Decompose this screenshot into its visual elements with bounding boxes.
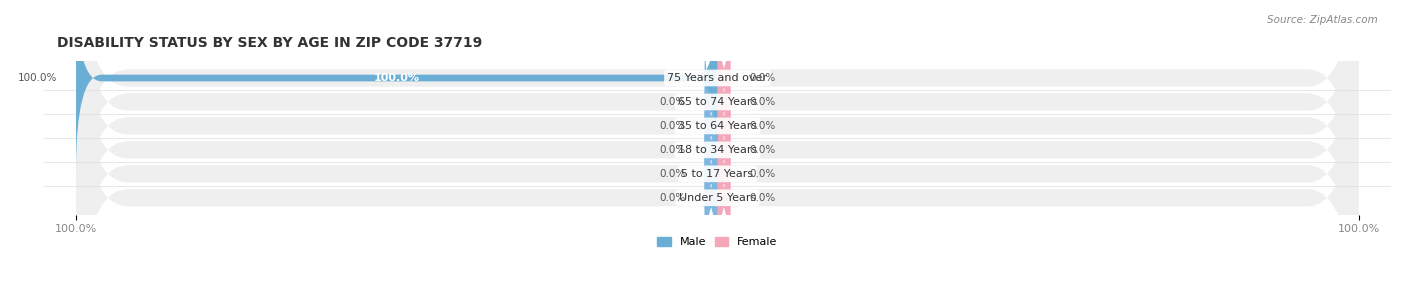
Legend: Male, Female: Male, Female <box>652 233 782 252</box>
Text: 100.0%: 100.0% <box>17 73 56 83</box>
Text: 65 to 74 Years: 65 to 74 Years <box>678 97 756 107</box>
FancyBboxPatch shape <box>711 105 737 242</box>
FancyBboxPatch shape <box>76 0 1360 305</box>
Text: 5 to 17 Years: 5 to 17 Years <box>682 169 754 179</box>
FancyBboxPatch shape <box>76 0 717 170</box>
FancyBboxPatch shape <box>76 0 1360 305</box>
Text: 0.0%: 0.0% <box>659 193 686 203</box>
FancyBboxPatch shape <box>699 81 724 218</box>
FancyBboxPatch shape <box>76 0 1360 261</box>
FancyBboxPatch shape <box>711 57 737 194</box>
Text: 0.0%: 0.0% <box>749 169 776 179</box>
Text: 0.0%: 0.0% <box>659 97 686 107</box>
Text: Source: ZipAtlas.com: Source: ZipAtlas.com <box>1267 15 1378 25</box>
FancyBboxPatch shape <box>711 9 737 146</box>
Text: 0.0%: 0.0% <box>749 73 776 83</box>
Text: 0.0%: 0.0% <box>659 169 686 179</box>
Text: 75 Years and over: 75 Years and over <box>668 73 768 83</box>
FancyBboxPatch shape <box>699 34 724 170</box>
FancyBboxPatch shape <box>699 129 724 266</box>
Text: 35 to 64 Years: 35 to 64 Years <box>678 121 756 131</box>
FancyBboxPatch shape <box>699 105 724 242</box>
Text: 0.0%: 0.0% <box>749 145 776 155</box>
Text: 0.0%: 0.0% <box>749 193 776 203</box>
Text: 100.0%: 100.0% <box>374 73 420 83</box>
FancyBboxPatch shape <box>76 15 1360 305</box>
FancyBboxPatch shape <box>711 34 737 170</box>
Text: 0.0%: 0.0% <box>749 121 776 131</box>
Text: 0.0%: 0.0% <box>659 145 686 155</box>
FancyBboxPatch shape <box>711 129 737 266</box>
Text: 0.0%: 0.0% <box>659 121 686 131</box>
FancyBboxPatch shape <box>76 0 1360 285</box>
Text: 0.0%: 0.0% <box>749 97 776 107</box>
Text: DISABILITY STATUS BY SEX BY AGE IN ZIP CODE 37719: DISABILITY STATUS BY SEX BY AGE IN ZIP C… <box>58 36 482 50</box>
FancyBboxPatch shape <box>76 0 1360 305</box>
Text: 18 to 34 Years: 18 to 34 Years <box>678 145 756 155</box>
FancyBboxPatch shape <box>699 57 724 194</box>
FancyBboxPatch shape <box>711 81 737 218</box>
Text: Under 5 Years: Under 5 Years <box>679 193 756 203</box>
